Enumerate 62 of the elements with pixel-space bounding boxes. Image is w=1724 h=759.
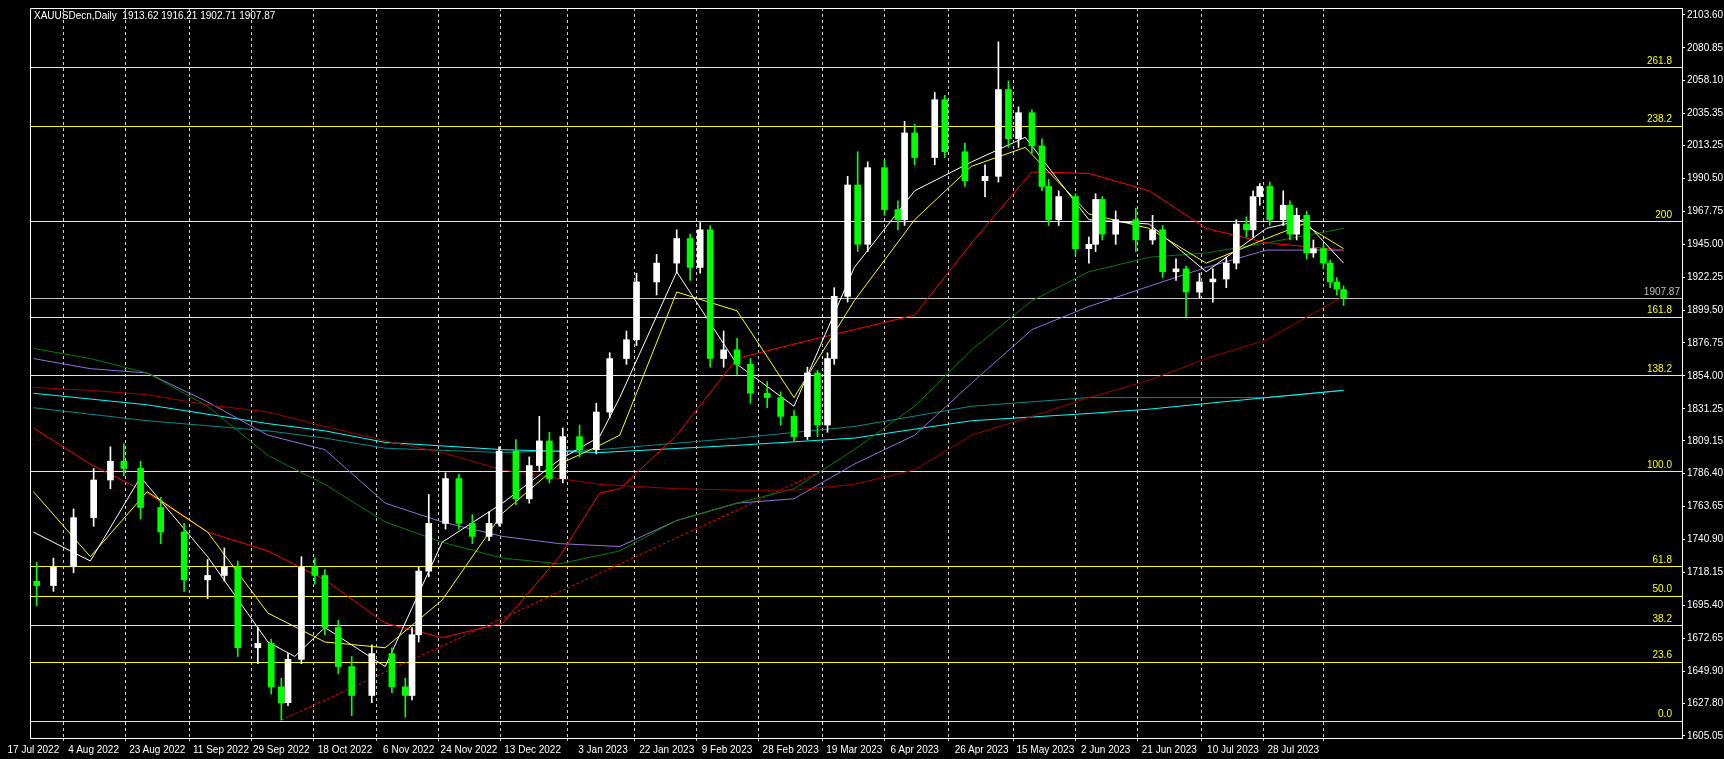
y-tick-label: 1695.40 — [1687, 599, 1724, 610]
x-tick-label: 28 Jul 2023 — [1267, 743, 1320, 755]
annotation: 138.2 — [1646, 363, 1673, 375]
x-tick-label: 2 Jun 2023 — [1080, 743, 1131, 755]
candlestick — [254, 627, 262, 664]
candlestick — [763, 381, 771, 409]
y-tick-label: 2035.35 — [1687, 107, 1724, 119]
x-tick-label: 22 Jan 2023 — [639, 743, 695, 755]
y-tick-label: 1899.50 — [1687, 303, 1724, 315]
y-tick-label: 1922.25 — [1687, 270, 1724, 282]
annotation: 50.0 — [1652, 583, 1673, 595]
candlestick — [33, 562, 41, 607]
annotation: 261.8 — [1646, 54, 1673, 66]
y-tick-label: 1786.40 — [1687, 467, 1724, 479]
x-tick-label: 6 Apr 2023 — [890, 743, 940, 755]
x-tick-label: 24 Nov 2022 — [440, 743, 498, 755]
x-tick-label: 10 Jul 2023 — [1207, 743, 1260, 755]
y-tick-label: 1605.05 — [1687, 729, 1724, 741]
candlestick — [401, 677, 409, 718]
annotation: 0.0 — [1658, 708, 1673, 720]
y-tick-label: 1876.75 — [1687, 336, 1724, 348]
annotation: 61.8 — [1652, 554, 1673, 566]
y-tick-label: 1831.25 — [1687, 402, 1724, 414]
annotation: 161.8 — [1646, 304, 1673, 316]
x-tick-label: 15 May 2023 — [1016, 743, 1075, 755]
x-tick-label: 6 Nov 2022 — [383, 743, 435, 755]
annotation: 100.0 — [1646, 458, 1673, 470]
y-tick-label: 1672.65 — [1687, 631, 1724, 643]
chart-title: XAUUSDecn,Daily 1913.62 1916.21 1902.71 1907.87 — [34, 9, 276, 21]
annotation: 200 — [1655, 208, 1673, 220]
annotation: 238.2 — [1646, 113, 1673, 125]
y-tick-label: 1809.15 — [1687, 434, 1724, 446]
x-tick-label: 4 Aug 2022 — [68, 743, 120, 755]
y-tick-label: 1854.00 — [1687, 369, 1724, 381]
ref-line-label: 1907.87 — [1643, 286, 1681, 298]
y-tick-label: 1627.80 — [1687, 696, 1724, 708]
x-tick-label: 19 Mar 2023 — [826, 743, 883, 755]
y-tick-label: 2058.10 — [1687, 74, 1724, 86]
x-tick-label: 3 Jan 2023 — [578, 743, 629, 755]
candlestick — [981, 164, 989, 197]
annotation: 38.2 — [1652, 612, 1673, 624]
y-tick-label: 1945.00 — [1687, 238, 1724, 250]
y-tick-label: 1718.15 — [1687, 566, 1724, 578]
y-tick-label: 1740.90 — [1687, 533, 1724, 545]
x-tick-label: 23 Aug 2022 — [129, 743, 186, 755]
y-tick-label: 1763.65 — [1687, 500, 1724, 512]
y-tick-label: 2103.60 — [1687, 8, 1724, 20]
x-tick-label: 9 Feb 2023 — [701, 743, 753, 755]
annotation: 23.6 — [1652, 649, 1673, 661]
x-tick-label: 21 Jun 2023 — [1141, 743, 1198, 755]
y-tick-label: 1649.90 — [1687, 664, 1724, 676]
y-tick-label: 1990.50 — [1687, 172, 1724, 184]
x-tick-label: 17 Jul 2022 — [7, 743, 60, 755]
x-tick-label: 29 Sep 2022 — [252, 743, 311, 755]
x-tick-label: 11 Sep 2022 — [193, 743, 250, 755]
y-tick-label: 2080.85 — [1687, 41, 1724, 53]
x-tick-label: 13 Dec 2022 — [504, 743, 562, 755]
y-tick-label: 2013.25 — [1687, 139, 1724, 151]
x-tick-label: 26 Apr 2023 — [954, 743, 1010, 755]
x-tick-label: 28 Feb 2023 — [762, 743, 820, 755]
x-tick-label: 18 Oct 2022 — [317, 743, 373, 755]
y-tick-label: 1967.75 — [1687, 205, 1724, 217]
